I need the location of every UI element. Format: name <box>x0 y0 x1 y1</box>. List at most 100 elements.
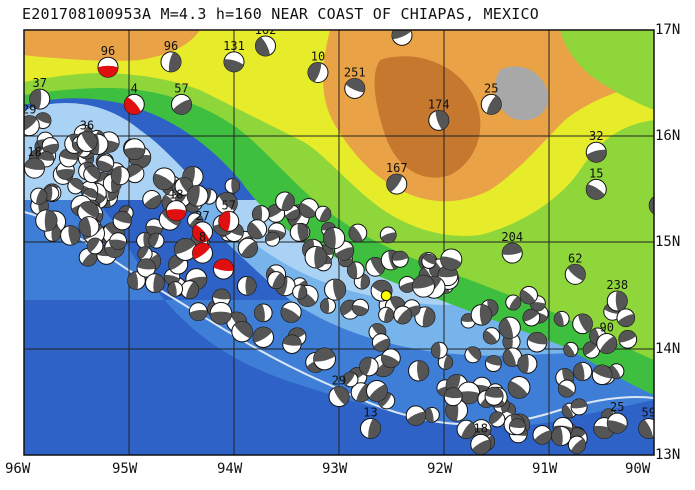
event-depth-label: 251 <box>344 65 366 79</box>
focal-mechanism-icon <box>606 412 628 434</box>
focal-mechanism-icon <box>381 348 401 369</box>
focal-mechanism-icon <box>209 301 233 325</box>
grid-lines <box>24 30 654 455</box>
map-frame <box>23 29 655 456</box>
focal-mechanism-icon <box>167 281 184 297</box>
event-depth-label: 238 <box>606 278 628 292</box>
focal-mechanism-icon <box>414 306 436 328</box>
focal-mechanism-icon <box>365 380 388 402</box>
focal-mechanism-icon <box>29 88 51 110</box>
focal-mechanism-icon <box>180 280 200 300</box>
focal-mechanism-icon <box>379 226 397 244</box>
focal-mechanism-icon <box>424 406 440 423</box>
focal-mechanism-icon <box>313 347 336 371</box>
event-depth-label: 18 <box>169 188 183 202</box>
focal-mechanism-icon <box>350 382 371 403</box>
focal-mechanism-icon <box>519 285 538 305</box>
focal-mechanism-icon <box>359 356 379 377</box>
focal-mechanism-icon <box>60 225 81 246</box>
focal-mechanism-icon <box>532 425 553 445</box>
focal-mechanism-icon <box>137 246 153 262</box>
focal-mechanism-icon <box>76 131 98 153</box>
focal-mechanism-icon <box>252 326 275 349</box>
event-depth-label: 4 <box>131 81 138 95</box>
focal-mechanism-icon <box>567 435 587 454</box>
focal-mechanism-icon <box>553 310 570 327</box>
lon-label-90w: 90W <box>625 461 651 477</box>
focal-mechanism-icon <box>324 278 347 301</box>
focal-mechanism-icon <box>464 346 482 364</box>
focal-mechanism-icon <box>171 93 192 115</box>
event-depth-label: 15 <box>652 182 666 196</box>
focal-mechanism-icon <box>112 211 132 231</box>
focal-mechanism-icon <box>127 271 146 290</box>
focal-mechanism-icon <box>148 232 165 249</box>
focal-mechanism-icon <box>638 417 654 439</box>
focal-mechanism-icon <box>517 353 538 374</box>
focal-mechanism-icon <box>412 274 435 298</box>
focal-mechanism-icon <box>237 276 257 296</box>
focal-mechanism-icon <box>570 398 588 416</box>
focal-mechanism-icon <box>174 238 197 261</box>
event-depth-label: 25 <box>484 81 498 95</box>
focal-mechanism-icon <box>484 355 502 373</box>
event-depth-label: 37 <box>33 76 47 90</box>
focal-mechanism-icon <box>437 354 454 370</box>
focal-mechanism-icon <box>224 178 241 194</box>
focal-mechanism-icon <box>557 379 576 398</box>
focal-mechanism-icon <box>43 185 60 202</box>
focal-mechanism-icon <box>489 411 506 428</box>
focal-mechanism-icon <box>188 302 208 322</box>
focal-mechanism-icon <box>563 341 579 358</box>
focal-mechanism-icon <box>393 305 413 325</box>
focal-mechanism-icon <box>618 330 638 349</box>
focal-mechanism-icon <box>508 418 526 436</box>
focal-mechanism-icon <box>505 294 522 311</box>
focal-mechanism-icon <box>145 273 165 294</box>
lon-label-95w: 95W <box>112 461 138 477</box>
focal-mechanism-icon <box>275 191 295 212</box>
focal-mechanism-icon <box>125 164 145 184</box>
focal-mechanism-icon <box>342 371 359 388</box>
focal-mechanism-icon <box>186 184 209 207</box>
focal-mechanism-icon <box>405 405 427 426</box>
focal-mechanism-icon <box>165 200 187 222</box>
focal-mechanism-icon <box>480 93 502 115</box>
focal-mechanism-icon <box>251 205 270 224</box>
event-depth-label: 8 <box>199 230 206 244</box>
event-depth-label: 59 <box>642 405 656 419</box>
focal-mechanism-icon <box>443 387 463 407</box>
focal-mechanism-icon <box>152 167 176 191</box>
event-depth-label: 131 <box>223 39 245 53</box>
focal-mechanism-icon <box>348 223 368 243</box>
land-orange-west <box>24 30 200 61</box>
event-depth-label: 204 <box>501 230 523 244</box>
event-depth-label: 15 <box>589 166 603 180</box>
land-green-east <box>560 30 654 110</box>
map-title: E201708100953A M=4.3 h=160 NEAR COAST OF… <box>22 5 539 23</box>
focal-mechanism-icon <box>501 242 523 264</box>
focal-mechanism-icon <box>307 62 329 83</box>
focal-mechanism-icon <box>78 216 100 238</box>
focal-mechanism-icon <box>596 332 618 354</box>
focal-mechanism-icon <box>289 222 309 242</box>
focal-mechanism-icon <box>97 56 119 78</box>
focal-mechanism-icon <box>440 248 463 271</box>
focal-mechanism-icon <box>304 245 328 269</box>
focal-mechanism-icon <box>522 308 541 327</box>
lat-label-13n: 13N <box>655 447 681 463</box>
focal-mechanism-icon <box>77 201 99 223</box>
focal-mechanism-icon <box>24 115 40 137</box>
lon-label-92w: 92W <box>427 461 453 477</box>
focal-mechanism-icon <box>572 313 593 335</box>
event-depth-label: 167 <box>386 161 408 175</box>
focal-mechanism-icon <box>192 242 213 264</box>
focal-mechanism-icon <box>421 253 437 269</box>
land-peak <box>495 66 549 121</box>
focal-mechanism-icon <box>298 198 319 219</box>
event-depth-label: 174 <box>428 97 450 111</box>
focal-mechanism-icon <box>136 258 156 278</box>
focal-mechanism-icon <box>591 364 613 386</box>
event-depth-label: 18 <box>474 421 488 435</box>
focal-mechanism-icon <box>41 137 59 155</box>
